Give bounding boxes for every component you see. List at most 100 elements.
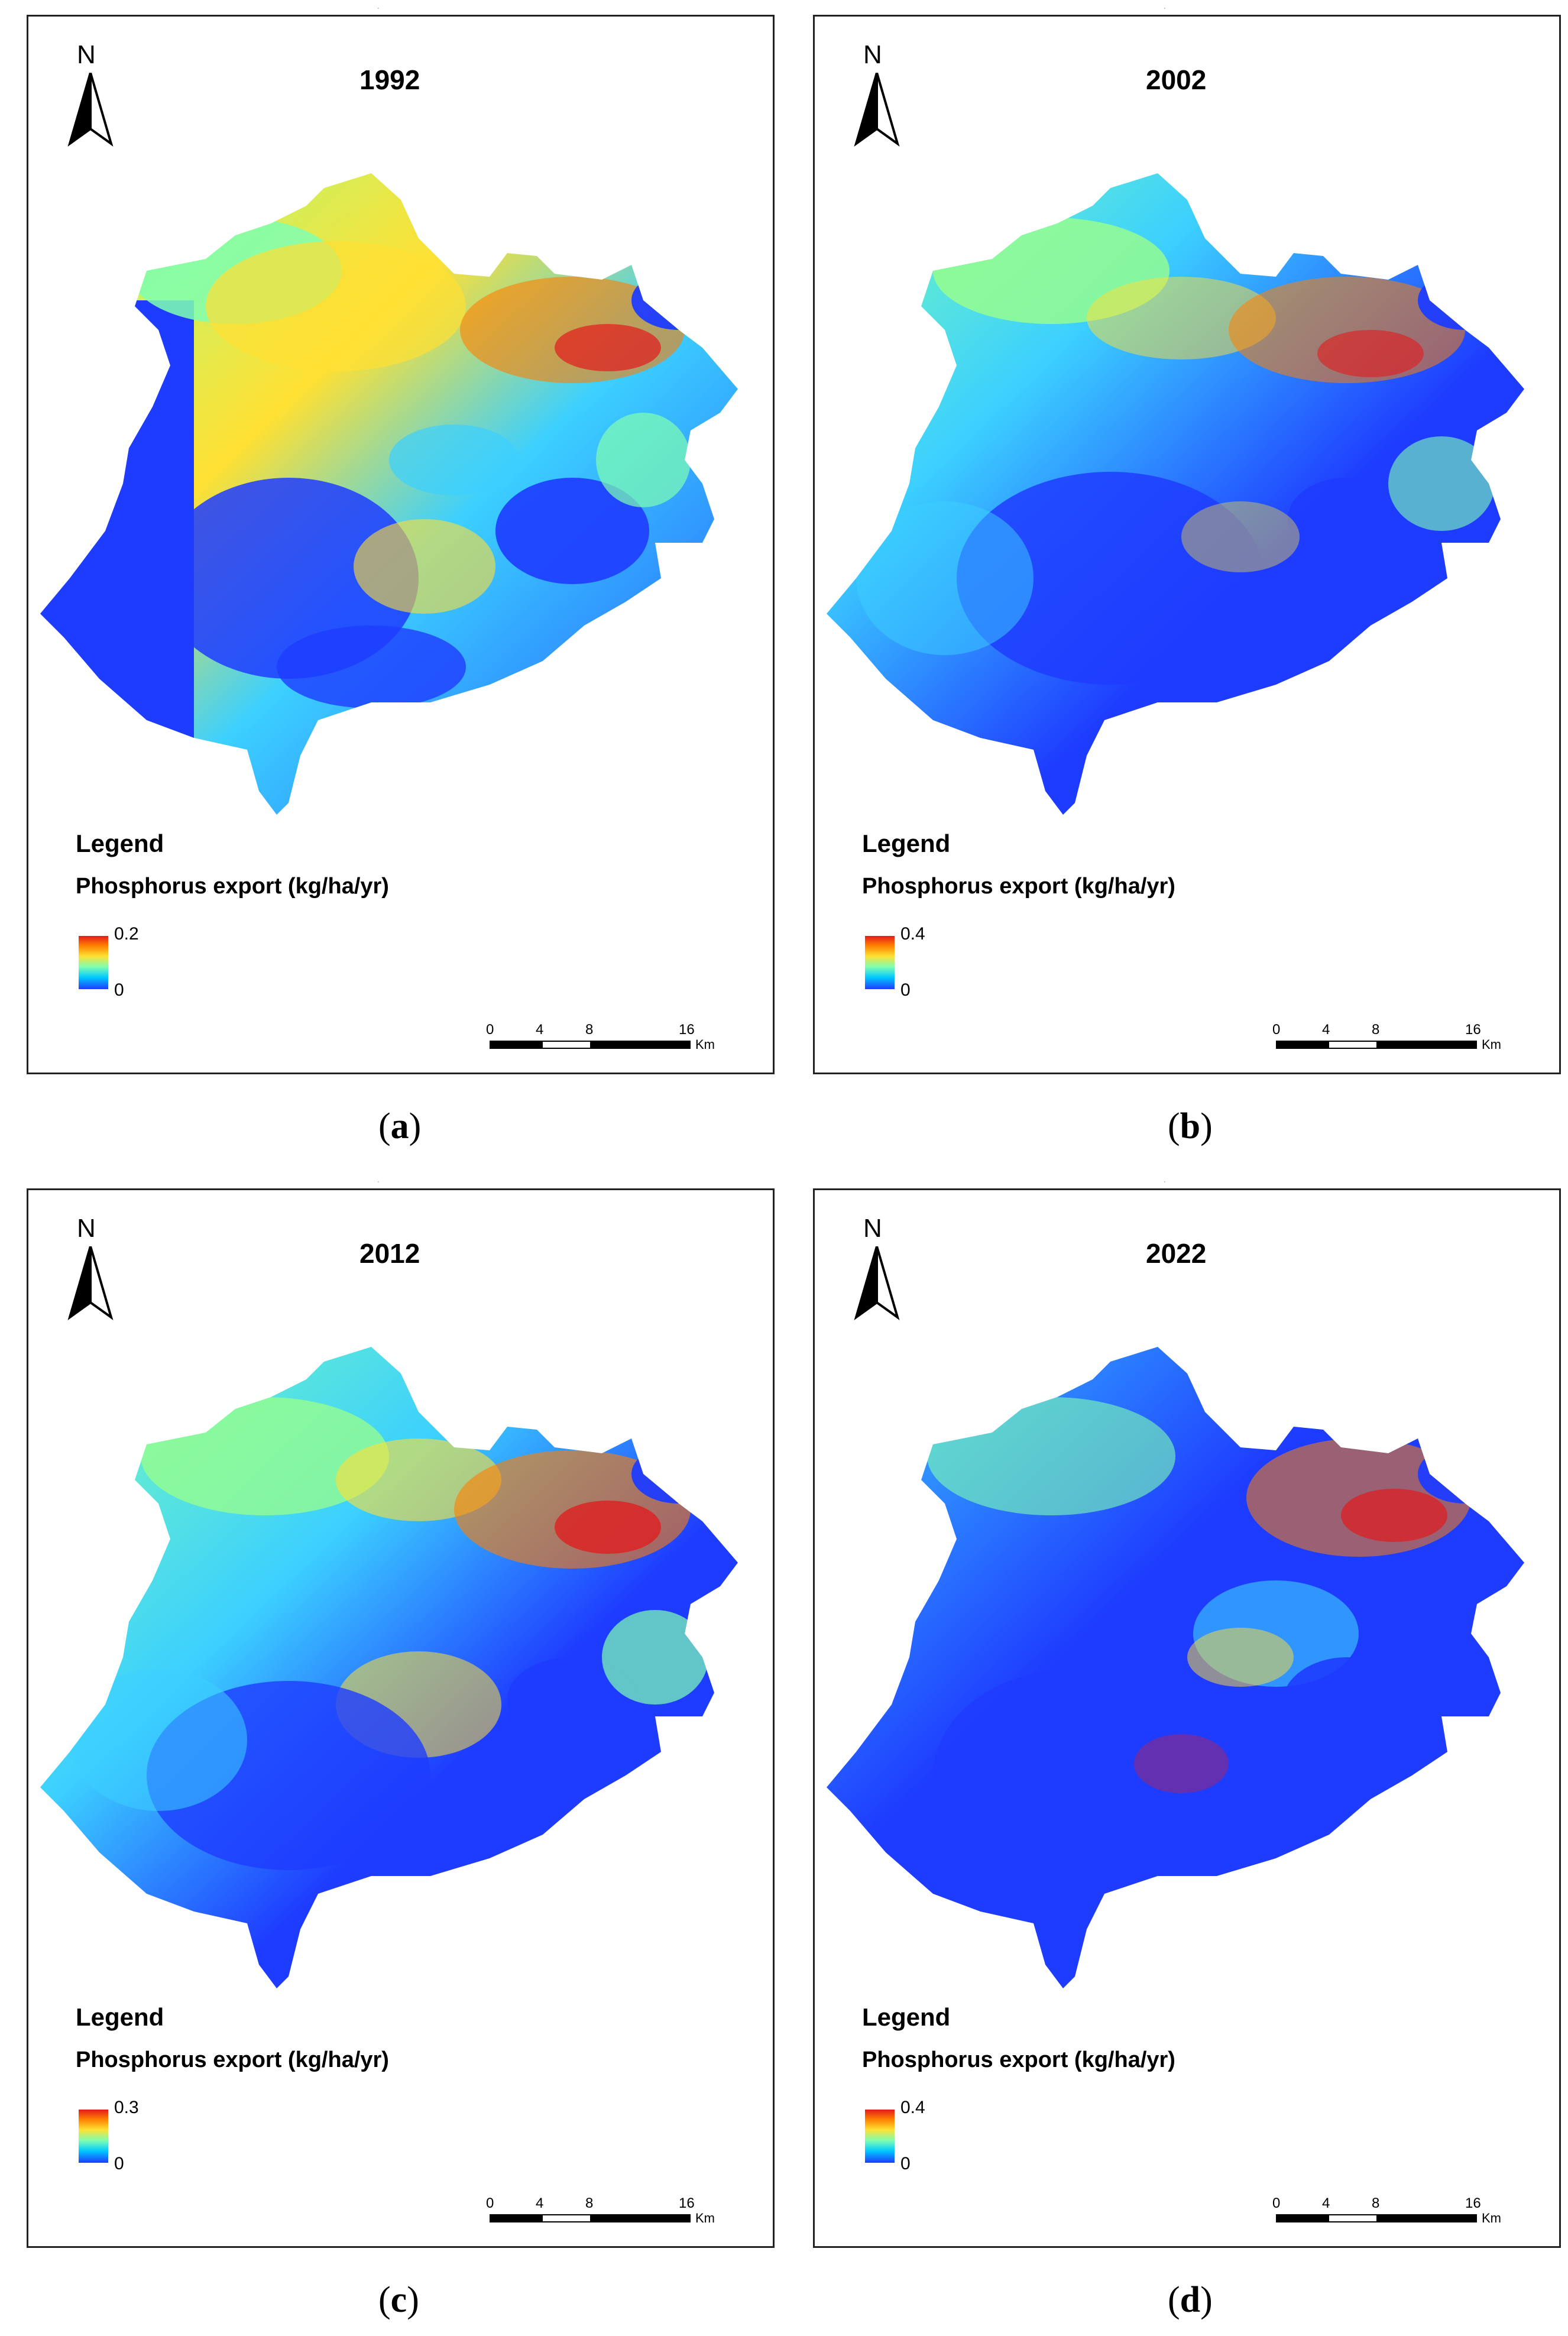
scale-tick-0: 0 xyxy=(1272,1022,1281,1038)
scale-seg-1 xyxy=(490,1041,542,1049)
scale-tick-4: 4 xyxy=(1322,2195,1330,2211)
north-label: N xyxy=(863,40,882,69)
legend-title: Legend xyxy=(862,2003,951,2031)
scale-seg-3 xyxy=(1378,1041,1477,1049)
scale-tick-0: 0 xyxy=(486,2195,494,2211)
phosphorus-export-raster xyxy=(827,173,1524,815)
north-arrow: N xyxy=(64,1214,123,1320)
legend-max-label: 0.4 xyxy=(900,924,925,944)
map-panel-b: · N 2002 xyxy=(813,5,1561,1074)
scale-seg-1 xyxy=(1276,1041,1328,1049)
map-year-title: 1992 xyxy=(359,64,420,95)
caption-c: (c) xyxy=(378,2279,419,2321)
caption-d: (d) xyxy=(1168,2279,1213,2321)
scale-seg-3 xyxy=(1378,2214,1477,2222)
map-year-title: 2012 xyxy=(359,1238,420,1269)
map-panel-c: · N 2012 xyxy=(27,1178,775,2248)
legend-color-ramp xyxy=(865,2110,895,2163)
scale-seg-1 xyxy=(490,2214,542,2222)
legend-min-label: 0 xyxy=(900,2154,911,2173)
scale-tick-8: 8 xyxy=(1372,2195,1380,2211)
scale-bar: 0 4 8 16 Km xyxy=(486,2195,738,2231)
scale-seg-3 xyxy=(591,1041,691,1049)
grid-tick-top: · xyxy=(377,5,380,12)
legend-max-label: 0.3 xyxy=(114,2098,139,2117)
legend-title: Legend xyxy=(76,2003,164,2031)
scale-seg-1 xyxy=(1276,2214,1328,2222)
scale-tick-0: 0 xyxy=(486,1022,494,1038)
scale-unit: Km xyxy=(695,2211,715,2225)
phosphorus-export-raster xyxy=(40,173,738,815)
legend-min-label: 0 xyxy=(900,980,911,1000)
scale-seg-2 xyxy=(542,2214,591,2222)
caption-open: ( xyxy=(1168,1106,1180,1146)
legend-max-label: 0.2 xyxy=(114,924,139,944)
legend-title: Legend xyxy=(76,830,164,857)
legend-subtitle: Phosphorus export (kg/ha/yr) xyxy=(76,2047,389,2072)
scale-tick-8: 8 xyxy=(585,1022,594,1038)
scale-seg-2 xyxy=(1328,1041,1378,1049)
north-arrow-icon xyxy=(854,1246,900,1320)
north-arrow: N xyxy=(64,40,123,147)
caption-letter: c xyxy=(390,2280,407,2320)
map-year-title: 2022 xyxy=(1146,1238,1207,1269)
caption-close: ) xyxy=(407,2280,419,2320)
legend-min-label: 0 xyxy=(114,2154,124,2173)
legend-subtitle: Phosphorus export (kg/ha/yr) xyxy=(862,874,1175,899)
caption-open: ( xyxy=(1168,2280,1180,2320)
north-arrow: N xyxy=(850,40,909,147)
scale-tick-16: 16 xyxy=(1465,1022,1481,1038)
caption-open: ( xyxy=(378,2280,391,2320)
caption-close: ) xyxy=(1200,2280,1213,2320)
legend-color-ramp xyxy=(865,936,895,989)
north-arrow-icon xyxy=(67,73,114,147)
legend-title: Legend xyxy=(862,830,951,857)
caption-close: ) xyxy=(1200,1106,1213,1146)
caption-letter: a xyxy=(390,1106,409,1146)
scale-tick-4: 4 xyxy=(1322,1022,1330,1038)
scale-seg-3 xyxy=(591,2214,691,2222)
map-panel-d: · N 2022 xyxy=(813,1178,1561,2248)
grid-tick-top: · xyxy=(377,1178,380,1185)
scale-tick-4: 4 xyxy=(536,1022,544,1038)
scale-tick-16: 16 xyxy=(679,1022,695,1038)
scale-tick-16: 16 xyxy=(679,2195,695,2211)
map-year-title: 2002 xyxy=(1146,64,1207,95)
north-label: N xyxy=(77,1214,96,1243)
caption-close: ) xyxy=(409,1106,422,1146)
legend-min-label: 0 xyxy=(114,980,124,1000)
caption-open: ( xyxy=(378,1106,391,1146)
legend-color-ramp xyxy=(79,936,108,989)
scale-tick-4: 4 xyxy=(536,2195,544,2211)
caption-b: (b) xyxy=(1168,1106,1213,1148)
scale-tick-8: 8 xyxy=(1372,1022,1380,1038)
scale-tick-0: 0 xyxy=(1272,2195,1281,2211)
scale-unit: Km xyxy=(1482,2211,1501,2225)
scale-seg-2 xyxy=(542,1041,591,1049)
north-arrow-icon xyxy=(67,1246,114,1320)
legend-subtitle: Phosphorus export (kg/ha/yr) xyxy=(862,2047,1175,2072)
north-label: N xyxy=(863,1214,882,1243)
scale-bar: 0 4 8 16 Km xyxy=(1272,2195,1524,2231)
scale-tick-16: 16 xyxy=(1465,2195,1481,2211)
legend-subtitle: Phosphorus export (kg/ha/yr) xyxy=(76,874,389,899)
phosphorus-export-raster xyxy=(827,1347,1524,1988)
scale-unit: Km xyxy=(1482,1037,1501,1052)
scale-tick-8: 8 xyxy=(585,2195,594,2211)
caption-letter: d xyxy=(1180,2280,1201,2320)
scale-bar: 0 4 8 16 Km xyxy=(486,1022,738,1057)
north-arrow-icon xyxy=(854,73,900,147)
phosphorus-export-raster xyxy=(40,1347,738,1988)
scale-bar: 0 4 8 16 Km xyxy=(1272,1022,1524,1057)
caption-a: (a) xyxy=(378,1106,421,1148)
legend-max-label: 0.4 xyxy=(900,2098,925,2117)
north-arrow: N xyxy=(850,1214,909,1320)
grid-tick-top: · xyxy=(1164,1178,1166,1185)
scale-unit: Km xyxy=(695,1037,715,1052)
legend-color-ramp xyxy=(79,2110,108,2163)
grid-tick-top: · xyxy=(1164,5,1166,12)
caption-letter: b xyxy=(1180,1106,1201,1146)
scale-seg-2 xyxy=(1328,2214,1378,2222)
north-label: N xyxy=(77,40,96,69)
map-panel-a: · N 1992 xyxy=(27,5,775,1074)
